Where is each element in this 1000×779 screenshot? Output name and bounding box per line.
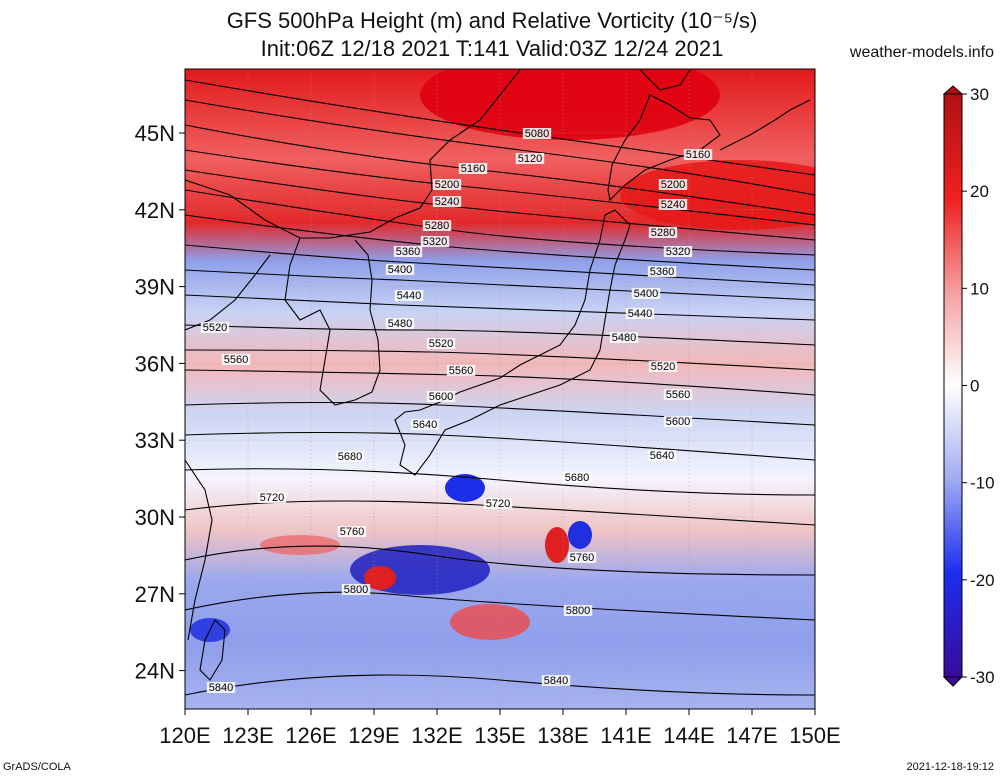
contour-label: 5800: [344, 584, 368, 596]
lon-tick-label: 141E: [600, 723, 651, 748]
contour-label: 5160: [461, 163, 485, 175]
contour-label: 5320: [423, 236, 447, 248]
colorbar-tick-label: 30: [970, 85, 989, 104]
contour-label: 5640: [650, 450, 674, 462]
footer-right: 2021-12-18-19:12: [906, 761, 994, 773]
contour-label: 5600: [429, 391, 453, 403]
contour-label: 5400: [634, 288, 658, 300]
lon-tick-label: 126E: [285, 723, 336, 748]
contour-label: 5400: [388, 264, 412, 276]
contour-label: 5840: [209, 682, 233, 694]
lat-tick-label: 36N: [135, 351, 175, 376]
map-title-line1: GFS 500hPa Height (m) and Relative Vorti…: [226, 8, 758, 33]
contour-label: 5800: [566, 605, 590, 617]
contour-label: 5200: [435, 179, 459, 191]
site-label: weather-models.info: [849, 44, 994, 61]
colorbar-tick-label: 20: [970, 182, 989, 201]
lon-tick-label: 129E: [348, 723, 399, 748]
contour-label: 5080: [525, 128, 549, 140]
lon-tick-label: 132E: [411, 723, 462, 748]
contour-label: 5760: [570, 552, 594, 564]
lon-tick-label: 135E: [474, 723, 525, 748]
contour-label: 5640: [413, 419, 437, 431]
contour-label: 5520: [203, 322, 227, 334]
axes: 45N 42N 39N 36N 33N 30N 27N 24N 120E 123E 126E 129E…: [135, 121, 841, 748]
lat-tick-label: 24N: [135, 659, 175, 684]
lon-tick-label: 120E: [159, 723, 210, 748]
colorbar-tick-label: 0: [970, 377, 979, 396]
contour-label: 5240: [661, 199, 685, 211]
contour-label: 5360: [396, 246, 420, 258]
contour-label: 5680: [338, 451, 362, 463]
contour-label: 5120: [518, 153, 542, 165]
lon-tick-label: 150E: [789, 723, 840, 748]
contour-label: 5560: [666, 389, 690, 401]
colorbar-tick-label: -10: [970, 474, 995, 493]
contour-label: 5440: [628, 308, 652, 320]
map-title-line2: Init:06Z 12/18 2021 T:141 Valid:03Z 12/2…: [260, 36, 724, 61]
contour-label: 5440: [397, 290, 421, 302]
contour-label: 5160: [686, 149, 710, 161]
lon-tick-label: 147E: [726, 723, 777, 748]
contour-label: 5280: [425, 220, 449, 232]
contour-label: 5560: [224, 354, 248, 366]
contour-label: 5320: [666, 246, 690, 258]
contour-label: 5520: [651, 361, 675, 373]
contour-label: 5520: [429, 338, 453, 350]
contour-label: 5760: [340, 526, 364, 538]
lat-tick-label: 33N: [135, 428, 175, 453]
lon-tick-label: 123E: [222, 723, 273, 748]
lat-tick-label: 27N: [135, 582, 175, 607]
colorbar-tick-label: 10: [970, 279, 989, 298]
lat-tick-label: 30N: [135, 505, 175, 530]
lat-tick-label: 42N: [135, 198, 175, 223]
colorbar-tick-label: -30: [970, 668, 995, 687]
contour-label: 5480: [612, 332, 636, 344]
colorbar-tick-label: -20: [970, 571, 995, 590]
coastlines: [185, 69, 811, 681]
contour-label: 5360: [650, 266, 674, 278]
contour-label: 5680: [565, 472, 589, 484]
contour-label: 5560: [449, 365, 473, 377]
footer-left: GrADS/COLA: [3, 761, 71, 773]
contour-label: 5480: [388, 318, 412, 330]
contour-label: 5240: [435, 196, 459, 208]
contour-label: 5200: [661, 179, 685, 191]
contour-label: 5720: [260, 492, 284, 504]
lat-tick-label: 39N: [135, 275, 175, 300]
contour-label: 5600: [666, 416, 690, 428]
contour-label: 5840: [544, 675, 568, 687]
contour-label: 5720: [486, 498, 510, 510]
lon-tick-label: 144E: [663, 723, 714, 748]
vorticity-field: [185, 69, 815, 709]
colorbar: 30 20 10 0 -10 -20 -30: [942, 85, 995, 687]
lat-tick-label: 45N: [135, 121, 175, 146]
lon-tick-label: 138E: [537, 723, 588, 748]
contour-label: 5280: [651, 227, 675, 239]
